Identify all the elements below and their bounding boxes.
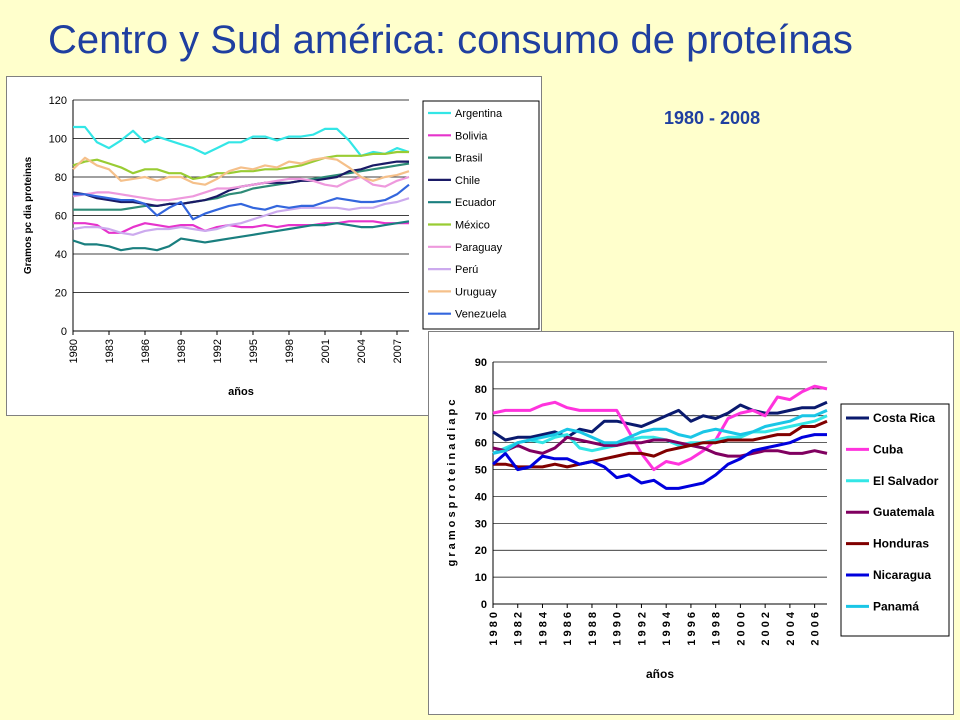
chart2-legend-label-guatemala: Guatemala	[873, 505, 935, 519]
chart2-series-guatemala	[492, 435, 828, 458]
chart2-xtick-label: 2 0 0 2	[760, 612, 772, 646]
chart1-ytick-label: 100	[49, 134, 67, 146]
chart1-legend-label-ecuador: Ecuador	[455, 197, 496, 209]
chart2-ytick-label: 90	[475, 357, 487, 369]
chart2-xtick-label: 1 9 8 6	[562, 612, 574, 646]
chart1-ytick-label: 20	[55, 288, 67, 300]
chart1-xtick-label: 2001	[320, 339, 332, 363]
chart-central-america-svg: 0 10 20 30 40 50 60 70 80 90 1 9 8 0 1 9 8 2 1 9 8 4…	[446, 357, 950, 681]
chart2-ytick-label: 80	[475, 384, 487, 396]
chart1-series-paraguay	[72, 175, 410, 202]
chart2-xtick-label: 2 0 0 6	[810, 612, 822, 646]
chart2-series-nicaragua	[492, 433, 827, 490]
chart1-ytick-label: 60	[55, 211, 67, 223]
chart2-ytick-label: 20	[475, 545, 487, 557]
chart1-legend-label-mexico: México	[455, 220, 490, 232]
chart2-xtick-label: 1 9 9 0	[612, 612, 624, 646]
chart1-series-mexico	[72, 150, 409, 181]
chart2-ytick-label: 10	[475, 572, 487, 584]
chart1-legend-label-chile: Chile	[455, 175, 480, 187]
chart2-ytick-label: 50	[475, 465, 487, 477]
chart2-series-costa-rica	[492, 400, 828, 442]
chart1-series-ecuador	[72, 220, 410, 252]
chart1-legend-label-uruguay: Uruguay	[455, 286, 497, 298]
chart1-xtick-label: 1980	[68, 339, 80, 363]
chart2-xtick-label: 2 0 0 0	[735, 612, 747, 646]
chart2-series-panama	[492, 409, 828, 455]
chart2-ytick-label: 70	[475, 411, 487, 423]
chart2-ytick-label: 0	[481, 599, 487, 611]
chart2-xlabel: años	[646, 667, 674, 681]
chart2-xtick-label: 1 9 8 0	[488, 612, 500, 646]
chart1-series-argentina	[73, 125, 410, 157]
period-label: 1980 - 2008	[664, 108, 761, 128]
chart2-ylabel: g r a m o s p r o t e i n a d i a p c	[446, 400, 458, 567]
chart2-legend-box	[840, 403, 950, 637]
chart2-ytick-label: 40	[475, 491, 487, 503]
chart1-series-brasil	[73, 162, 410, 211]
chart-central-america: 0 10 20 30 40 50 60 70 80 90 1 9 8 0 1 9 8 2 1 9 8 4…	[428, 331, 954, 715]
chart-south-america: 0 20 40 60 80 100 120 1980 1983 1986 1989 1992 1995 1…	[6, 76, 542, 416]
chart1-legend-label-brasil: Brasil	[455, 153, 483, 165]
chart1-xtick-label: 2004	[356, 339, 368, 363]
chart1-xtick-label: 1983	[104, 339, 116, 363]
chart1-ytick-label: 40	[55, 249, 67, 261]
chart1-ytick-label: 0	[61, 326, 67, 338]
chart2-xtick-label: 1 9 8 8	[587, 612, 599, 646]
chart1-legend-label-paraguay: Paraguay	[455, 242, 503, 254]
chart2-xtick-label: 1 9 8 2	[513, 612, 525, 646]
chart2-series-honduras	[493, 419, 828, 469]
chart2-xtick-label: 1 9 9 2	[636, 612, 648, 646]
chart2-xtick-label: 1 9 9 4	[661, 611, 673, 646]
chart1-ytick-label: 80	[55, 172, 67, 184]
chart1-xtick-label: 1998	[284, 339, 296, 363]
chart1-xtick-label: 1986	[140, 339, 152, 363]
chart1-xtick-label: 1989	[176, 339, 188, 363]
chart2-ytick-label: 30	[475, 518, 487, 530]
chart1-xtick-label: 2007	[392, 339, 404, 363]
chart2-xtick-label: 2 0 0 4	[785, 611, 797, 646]
chart1-legend-label-argentina: Argentina	[455, 108, 503, 120]
chart2-legend-label-el-salvador: El Salvador	[873, 474, 939, 488]
chart1-xlabel: años	[228, 386, 254, 398]
chart2-legend-label-panama: Panamá	[873, 599, 919, 613]
chart1-ylabel: Gramos pc dia proteinas	[23, 156, 34, 274]
chart2-xtick-label: 1 9 9 6	[686, 612, 698, 646]
chart1-series-peru	[72, 197, 410, 236]
chart-south-america-svg: 0 20 40 60 80 100 120 1980 1983 1986 1989 1992 1995 1…	[23, 95, 540, 398]
chart1-legend-label-peru: Perú	[455, 264, 478, 276]
chart1-xtick-label: 1995	[248, 339, 260, 363]
chart1-legend-label-bolivia: Bolivia	[455, 130, 488, 142]
chart1-legend-label-venezuela: Venezuela	[455, 309, 507, 321]
chart2-xtick-label: 1 9 8 4	[537, 611, 549, 646]
chart2-legend-label-nicaragua: Nicaragua	[873, 568, 931, 582]
chart2-xtick-label: 1 9 9 8	[711, 612, 723, 646]
chart2-legend-label-honduras: Honduras	[873, 537, 929, 551]
chart1-series-bolivia	[73, 220, 409, 234]
chart1-series-uruguay	[72, 156, 410, 186]
chart2-series-cuba	[492, 384, 828, 472]
chart1-ytick-label: 120	[49, 95, 67, 107]
chart2-legend-label-costa-rica: Costa Rica	[873, 411, 935, 425]
chart1-series-venezuela	[73, 183, 410, 221]
chart2-ytick-label: 60	[475, 438, 487, 450]
slide-title: Centro y Sud américa: consumo de proteín…	[48, 18, 853, 62]
chart1-xtick-label: 1992	[212, 339, 224, 363]
chart2-legend-label-cuba: Cuba	[873, 442, 903, 456]
